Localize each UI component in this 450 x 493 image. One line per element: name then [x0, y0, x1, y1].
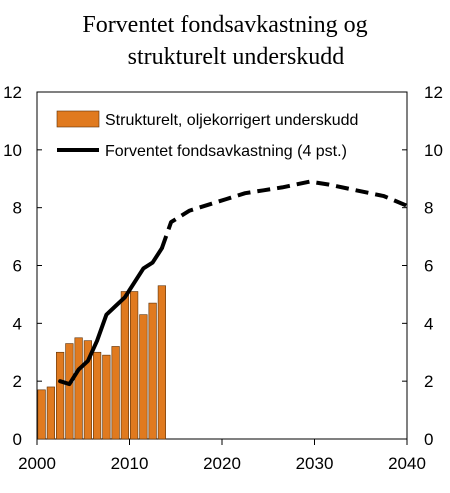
x-tick-label: 2040: [388, 454, 426, 473]
y-tick-label-right: 12: [424, 83, 443, 102]
legend: Strukturelt, oljekorrigert underskudd Fo…: [56, 110, 358, 160]
y-tick-label-right: 10: [424, 141, 443, 160]
y-tick-label-right: 0: [424, 430, 433, 449]
y-tick-label-left: 8: [13, 199, 22, 218]
bar-2006: [93, 351, 102, 440]
bar-2013: [157, 285, 166, 440]
legend-label-line: Forventet fondsavkastning (4 pst.): [105, 143, 347, 160]
chart-title: Forventet fondsavkastning og strukturelt…: [82, 12, 367, 70]
x-axis: 2000 2010 2020 2030 2040: [18, 439, 426, 473]
bar-2000: [37, 389, 46, 440]
line-projected: [160, 179, 413, 249]
y-tick-label-left: 6: [13, 257, 22, 276]
y-tick-label-left: 10: [3, 141, 22, 160]
bar-2003: [65, 343, 74, 440]
y-axis-left: 0 2 4 6 8 10 12: [3, 83, 42, 449]
y-tick-label-left: 0: [13, 430, 22, 449]
line-historical: [58, 246, 164, 387]
y-tick-label-left: 2: [13, 372, 22, 391]
x-tick-label: 2020: [203, 454, 241, 473]
bar-2010: [130, 291, 139, 440]
y-tick-label-left: 4: [13, 314, 22, 333]
x-tick-label: 2030: [296, 454, 334, 473]
legend-label-bars: Strukturelt, oljekorrigert underskudd: [105, 112, 358, 129]
title-line-2: strukturelt underskudd: [128, 44, 345, 70]
bar-2002: [56, 351, 65, 440]
y-tick-label-right: 8: [424, 199, 433, 218]
bar-2009: [120, 291, 129, 440]
title-line-1: Forventet fondsavkastning og: [82, 12, 367, 38]
bar-2007: [102, 354, 111, 440]
legend-bar-swatch: [56, 110, 100, 128]
bar-2008: [111, 346, 120, 440]
line-series: [58, 179, 413, 387]
y-tick-label-left: 12: [3, 83, 22, 102]
x-tick-label: 2010: [111, 454, 149, 473]
y-axis-right: 0 2 4 6 8 10 12: [402, 83, 443, 449]
bar-series: [37, 285, 166, 440]
y-tick-label-right: 6: [424, 257, 433, 276]
bar-2001: [46, 386, 55, 440]
bar-2011: [139, 314, 148, 440]
bar-2005: [83, 340, 92, 440]
bar-2004: [74, 337, 83, 440]
x-tick-label: 2000: [18, 454, 56, 473]
y-tick-label-right: 4: [424, 314, 433, 333]
y-tick-label-right: 2: [424, 372, 433, 391]
bar-2012: [148, 302, 157, 440]
